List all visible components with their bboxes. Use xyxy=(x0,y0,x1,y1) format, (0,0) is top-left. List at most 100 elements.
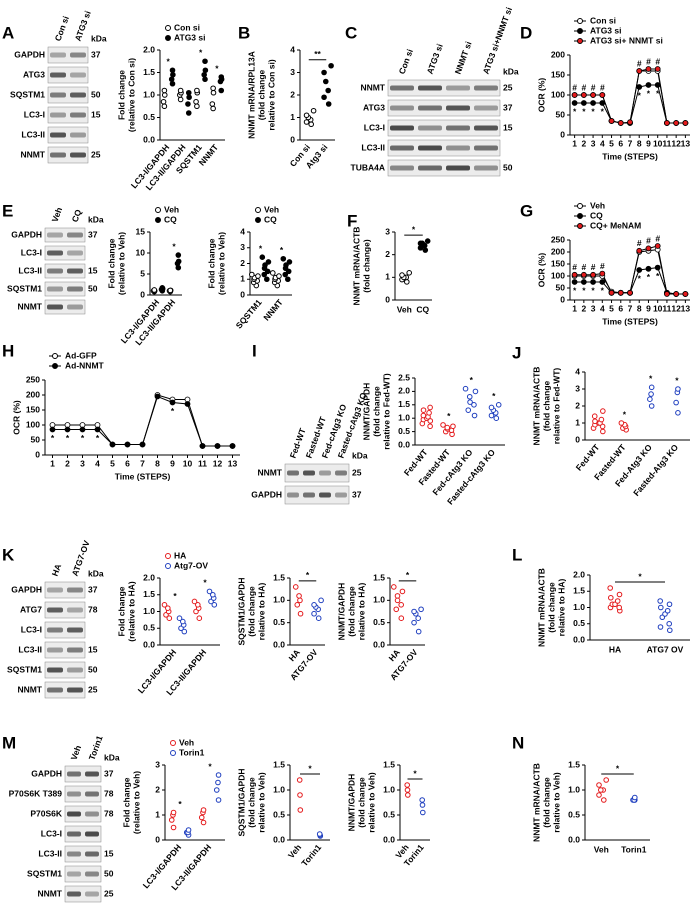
blot-band xyxy=(47,587,63,593)
data-point xyxy=(292,584,299,590)
data-point xyxy=(215,772,222,778)
row-label: LC3-I xyxy=(24,109,45,119)
x-tick-label: 5 xyxy=(110,458,115,468)
blot-strip xyxy=(44,281,86,297)
data-point xyxy=(632,794,638,801)
y-tick-label: 1.0 xyxy=(383,784,395,794)
significance: * xyxy=(208,761,212,771)
data-point xyxy=(316,831,323,837)
significance: * xyxy=(573,285,577,295)
data-point xyxy=(169,80,176,87)
data-point xyxy=(627,119,633,126)
significance: * xyxy=(573,106,577,116)
y-tick-label: 1.0 xyxy=(143,606,155,616)
kda-label: 78 xyxy=(104,788,114,798)
y-tick-label: 1 xyxy=(155,809,160,819)
y-tick-label: 0.5 xyxy=(373,617,385,627)
blot-band xyxy=(418,165,442,171)
data-point xyxy=(186,94,192,101)
blot-band xyxy=(303,492,315,498)
legend-label: Con si xyxy=(590,15,616,25)
significance: * xyxy=(66,433,70,443)
row-label: P70S6K T389 xyxy=(9,788,63,798)
panel-letter: M xyxy=(2,733,16,752)
blot-band xyxy=(446,145,470,151)
y-tick-label: 0.5 xyxy=(383,809,395,819)
legend-label: Veh xyxy=(179,737,194,747)
significance: * xyxy=(638,571,642,581)
kda-label: 50 xyxy=(88,664,98,674)
y-axis-label: (relative to Veh) xyxy=(216,232,226,295)
data-point xyxy=(185,89,192,96)
blot-strip xyxy=(47,146,89,164)
legend-marker xyxy=(577,203,583,209)
y-axis-label: OCR (%) xyxy=(536,78,546,113)
x-tick-label: Veh xyxy=(397,304,412,314)
y-tick-label: 4 xyxy=(290,44,295,54)
y-tick-label: 50 xyxy=(556,282,566,292)
blot-band xyxy=(287,492,299,498)
significance: * xyxy=(616,763,620,773)
blot-band xyxy=(47,647,63,653)
significance: * xyxy=(656,271,660,281)
y-tick-label: 2.5 xyxy=(398,372,410,382)
kda-label: 15 xyxy=(503,122,513,132)
kda-label: 15 xyxy=(88,644,98,654)
y-axis-label: (relative to Veh) xyxy=(131,771,141,834)
data-point xyxy=(488,404,495,411)
y-tick-label: 1.5 xyxy=(273,572,285,582)
blot-strip xyxy=(44,263,86,279)
panel-letter: F xyxy=(347,211,357,230)
significance: # xyxy=(591,262,596,272)
y-axis-label: (relative to HA) xyxy=(126,581,136,642)
significance: * xyxy=(172,241,176,251)
blot-strip xyxy=(47,46,89,64)
significance: * xyxy=(649,374,653,384)
kda-label: 37 xyxy=(88,229,98,239)
data-point xyxy=(285,268,292,275)
y-tick-label: 100 xyxy=(26,419,40,429)
y-tick-label: 2.0 xyxy=(143,572,155,582)
data-point xyxy=(471,412,478,419)
data-point xyxy=(645,82,652,88)
data-point xyxy=(262,262,268,268)
data-point xyxy=(167,287,174,294)
panel-letter: L xyxy=(512,545,522,564)
data-point xyxy=(318,597,324,604)
row-label: SQSTM1 xyxy=(27,868,62,878)
lane-label: Torin1 xyxy=(87,734,105,761)
lane-label: ATG3 si xyxy=(73,9,93,42)
data-point xyxy=(321,94,327,101)
kda-label: 37 xyxy=(503,102,513,112)
y-tick-label: 0.0 xyxy=(383,834,395,844)
data-point xyxy=(493,415,500,422)
y-axis-label: Fold change xyxy=(116,70,126,120)
row-label: GAPDH xyxy=(14,49,45,59)
y-tick-label: 100 xyxy=(551,89,565,99)
y-axis-label: (fold change xyxy=(346,586,356,637)
data-point xyxy=(654,264,661,271)
row-label: SQSTM1 xyxy=(10,89,45,99)
data-point xyxy=(191,598,198,605)
y-axis-label: (fold change xyxy=(541,380,551,431)
data-point xyxy=(297,610,304,617)
y-tick-label: 250 xyxy=(551,234,565,244)
y-axis-label: NNMT/GAPDH xyxy=(346,774,356,832)
data-point xyxy=(596,792,602,798)
data-point xyxy=(161,602,168,608)
data-point xyxy=(599,92,606,98)
data-point xyxy=(176,615,183,622)
kda-label: 15 xyxy=(91,109,101,119)
data-point xyxy=(209,101,216,107)
blot-strip xyxy=(284,463,350,483)
legend-label: CQ xyxy=(164,214,177,224)
blot-band xyxy=(474,125,498,131)
data-point xyxy=(210,89,217,96)
series-line xyxy=(52,394,233,447)
data-point xyxy=(161,103,168,110)
data-point xyxy=(206,588,213,595)
x-axis-label: Time (STEPS) xyxy=(115,471,171,481)
data-point xyxy=(154,393,161,400)
data-point xyxy=(166,615,173,622)
row-label: SQSTM1 xyxy=(7,283,42,293)
